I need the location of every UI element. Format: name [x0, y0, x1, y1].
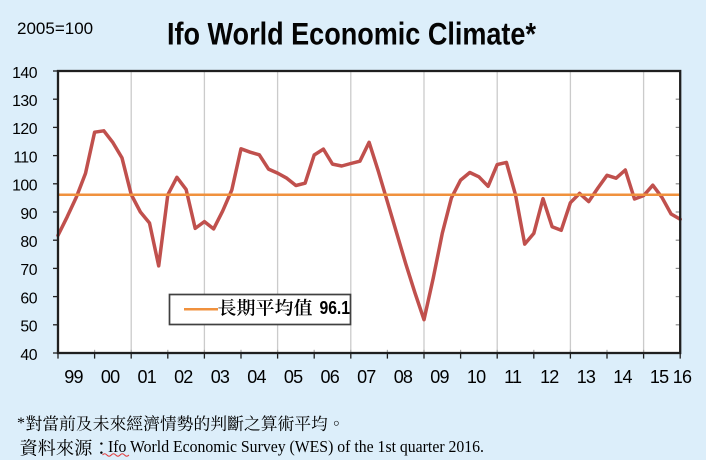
svg-text:07: 07 [357, 367, 376, 387]
svg-text:00: 00 [101, 367, 120, 387]
svg-text:60: 60 [20, 290, 37, 307]
svg-text:2005=100: 2005=100 [17, 19, 93, 38]
svg-text:11: 11 [504, 367, 522, 387]
svg-text:13: 13 [577, 367, 596, 387]
svg-text:40: 40 [20, 347, 37, 364]
svg-text:08: 08 [394, 367, 413, 387]
svg-text:50: 50 [20, 319, 37, 336]
svg-text:09: 09 [430, 367, 449, 387]
svg-text:06: 06 [320, 367, 339, 387]
svg-text:100: 100 [12, 178, 38, 195]
svg-text:80: 80 [20, 234, 37, 251]
svg-text:14: 14 [613, 367, 632, 387]
svg-text:02: 02 [174, 367, 193, 387]
svg-text:01: 01 [137, 367, 156, 387]
svg-text:10: 10 [467, 367, 486, 387]
svg-text:96.1: 96.1 [320, 298, 351, 318]
svg-text:90: 90 [20, 206, 37, 223]
svg-text:*: * [17, 415, 25, 432]
svg-text:15: 15 [650, 367, 669, 387]
svg-text:120: 120 [12, 121, 38, 138]
svg-text:99: 99 [64, 367, 83, 387]
svg-text:70: 70 [20, 262, 37, 279]
svg-text:12: 12 [540, 367, 559, 387]
svg-text:03: 03 [211, 367, 230, 387]
svg-text:Ifo World Economic Climate*: Ifo World Economic Climate* [167, 16, 537, 52]
svg-text:05: 05 [284, 367, 303, 387]
svg-text:Ifo World Economic Survey (WES: Ifo World Economic Survey (WES) of the 1… [108, 437, 484, 456]
svg-text:110: 110 [13, 149, 37, 166]
svg-text:04: 04 [247, 367, 266, 387]
svg-text:16: 16 [673, 367, 692, 387]
svg-text:140: 140 [12, 65, 38, 82]
svg-text:130: 130 [12, 93, 38, 110]
